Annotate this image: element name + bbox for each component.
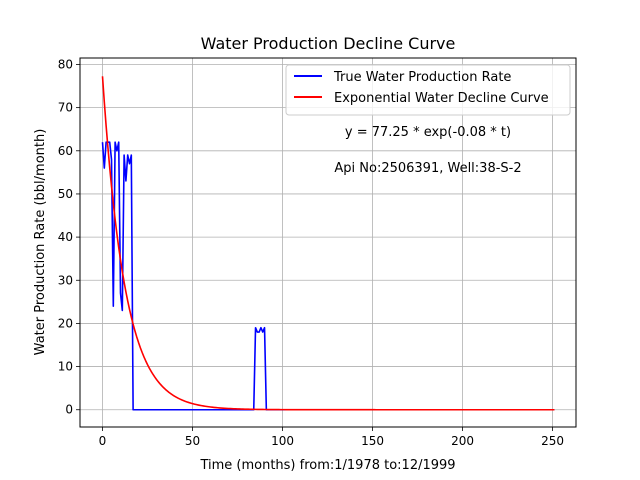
y-tick-label: 40: [58, 230, 73, 244]
x-tick-label: 250: [541, 434, 564, 448]
series-line-exponential-decline-curve: [101, 76, 555, 411]
y-tick-label: 10: [58, 360, 73, 374]
legend-box: [285, 64, 571, 116]
x-tick-label: 100: [271, 434, 294, 448]
x-tick-label: 200: [451, 434, 474, 448]
x-axis-label: Time (months) from:1/1978 to:12/1999: [199, 458, 455, 473]
y-tick-label: 70: [58, 101, 73, 115]
y-tick-label: 0: [65, 403, 73, 417]
x-tick-label: 50: [185, 434, 200, 448]
equation-annotation: y = 77.25 * exp(-0.08 * t): [345, 125, 511, 140]
y-axis-label: Water Production Rate (bbl/month): [33, 129, 48, 356]
y-tick-label: 80: [58, 57, 73, 71]
y-tick-label: 60: [58, 144, 73, 158]
y-tick-label: 50: [58, 187, 73, 201]
x-tick-label: 150: [361, 434, 384, 448]
y-tick-label: 30: [58, 273, 73, 287]
chart-title: Water Production Decline Curve: [201, 34, 456, 53]
series-layer: [101, 76, 555, 411]
series-line-true-water-production-rate: [101, 141, 555, 411]
y-tick-label: 20: [58, 316, 73, 330]
x-axis-ticks: 0 50 100 150 200 250: [99, 427, 564, 448]
y-axis-ticks: 0 10 20 30 40 50 60 70 80: [58, 57, 80, 417]
legend: True Water Production Rate Exponential W…: [285, 64, 571, 116]
legend-label-true-rate: True Water Production Rate: [333, 70, 511, 85]
x-tick-label: 0: [99, 434, 107, 448]
plot-area-frame: [79, 57, 577, 428]
well-annotation: Api No:2506391, Well:38-S-2: [334, 161, 521, 176]
legend-label-decline-curve: Exponential Water Decline Curve: [334, 91, 549, 106]
